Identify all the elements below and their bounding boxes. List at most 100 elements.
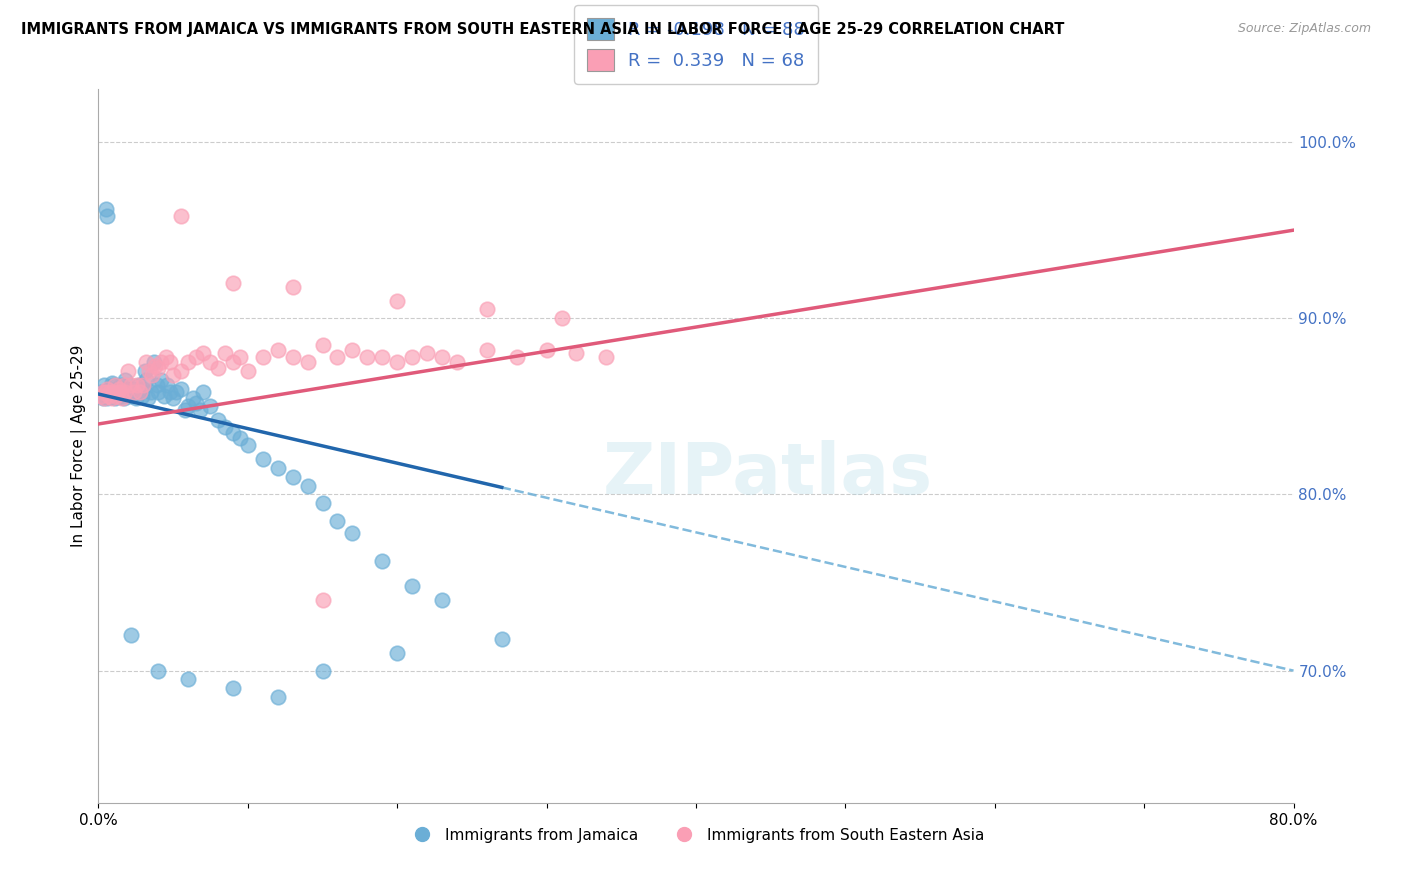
Point bbox=[222, 355, 245, 369]
Point bbox=[159, 355, 181, 369]
Point bbox=[120, 378, 142, 392]
Point bbox=[200, 355, 222, 369]
Point bbox=[108, 385, 131, 400]
Point bbox=[125, 391, 148, 405]
Point bbox=[281, 279, 304, 293]
Point bbox=[121, 382, 143, 396]
Point bbox=[155, 350, 177, 364]
Point bbox=[153, 389, 176, 403]
Point bbox=[129, 385, 152, 400]
Point bbox=[475, 302, 498, 317]
Point bbox=[177, 355, 200, 369]
Point bbox=[132, 382, 155, 396]
Point bbox=[104, 385, 127, 400]
Point bbox=[111, 382, 134, 396]
Point bbox=[281, 470, 304, 484]
Point bbox=[104, 378, 127, 392]
Point bbox=[101, 387, 124, 401]
Point bbox=[127, 385, 149, 400]
Point bbox=[177, 400, 200, 414]
Point bbox=[96, 391, 118, 405]
Point bbox=[124, 385, 146, 400]
Point bbox=[110, 385, 132, 400]
Point bbox=[107, 382, 129, 396]
Point bbox=[97, 382, 120, 396]
Point bbox=[120, 628, 142, 642]
Point bbox=[169, 209, 191, 223]
Point bbox=[401, 579, 423, 593]
Point bbox=[252, 350, 274, 364]
Point bbox=[98, 385, 122, 400]
Point bbox=[236, 438, 259, 452]
Point bbox=[110, 378, 132, 392]
Point bbox=[114, 385, 136, 400]
Text: IMMIGRANTS FROM JAMAICA VS IMMIGRANTS FROM SOUTH EASTERN ASIA IN LABOR FORCE | A: IMMIGRANTS FROM JAMAICA VS IMMIGRANTS FR… bbox=[21, 22, 1064, 38]
Point bbox=[356, 350, 378, 364]
Point bbox=[115, 382, 138, 396]
Point bbox=[110, 382, 132, 396]
Point bbox=[200, 400, 222, 414]
Point bbox=[267, 690, 290, 704]
Point bbox=[267, 461, 290, 475]
Point bbox=[103, 385, 125, 400]
Legend: Immigrants from Jamaica, Immigrants from South Eastern Asia: Immigrants from Jamaica, Immigrants from… bbox=[401, 822, 991, 848]
Point bbox=[311, 593, 333, 607]
Point bbox=[107, 385, 129, 400]
Point bbox=[117, 385, 139, 400]
Point bbox=[311, 337, 333, 351]
Point bbox=[229, 431, 252, 445]
Point bbox=[371, 350, 394, 364]
Point bbox=[222, 276, 245, 290]
Point bbox=[112, 378, 135, 392]
Point bbox=[156, 378, 179, 392]
Point bbox=[101, 376, 124, 391]
Point bbox=[145, 378, 167, 392]
Point bbox=[103, 389, 125, 403]
Point bbox=[181, 391, 204, 405]
Point bbox=[222, 681, 245, 696]
Point bbox=[94, 389, 117, 403]
Point bbox=[112, 385, 135, 400]
Point bbox=[98, 385, 122, 400]
Point bbox=[169, 382, 191, 396]
Point bbox=[229, 350, 252, 364]
Point bbox=[108, 382, 131, 396]
Point bbox=[94, 202, 117, 216]
Point bbox=[108, 389, 131, 403]
Point bbox=[342, 526, 364, 541]
Point bbox=[188, 403, 211, 417]
Point bbox=[159, 385, 181, 400]
Point bbox=[506, 350, 529, 364]
Point bbox=[297, 355, 319, 369]
Point bbox=[105, 389, 128, 403]
Point bbox=[111, 391, 134, 405]
Point bbox=[311, 496, 333, 510]
Point bbox=[491, 632, 513, 646]
Point bbox=[297, 478, 319, 492]
Point bbox=[96, 209, 118, 223]
Point bbox=[89, 389, 111, 403]
Point bbox=[142, 355, 165, 369]
Point bbox=[98, 389, 122, 403]
Point bbox=[111, 389, 134, 403]
Point bbox=[94, 385, 117, 400]
Point bbox=[446, 355, 468, 369]
Point bbox=[90, 385, 112, 400]
Point bbox=[267, 343, 290, 357]
Point bbox=[105, 389, 128, 403]
Point bbox=[138, 364, 160, 378]
Point bbox=[222, 425, 245, 440]
Point bbox=[595, 350, 617, 364]
Point bbox=[371, 554, 394, 568]
Point bbox=[252, 452, 274, 467]
Point bbox=[91, 385, 114, 400]
Point bbox=[207, 413, 229, 427]
Point bbox=[236, 364, 259, 378]
Point bbox=[174, 403, 197, 417]
Point bbox=[565, 346, 588, 360]
Point bbox=[385, 646, 409, 660]
Point bbox=[93, 391, 115, 405]
Point bbox=[96, 382, 118, 396]
Point bbox=[143, 359, 166, 373]
Point bbox=[90, 389, 112, 403]
